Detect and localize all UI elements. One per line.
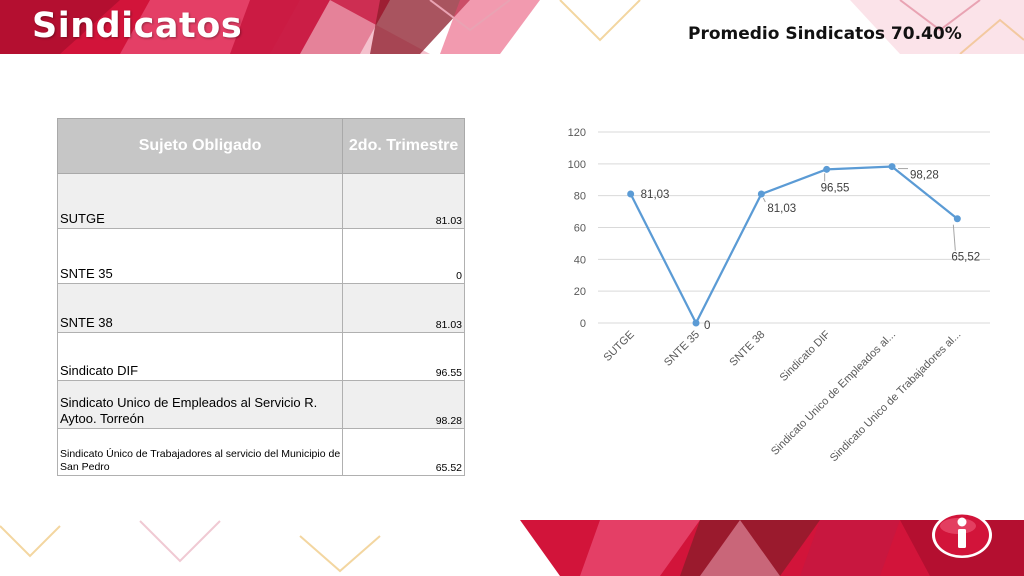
header-banner (0, 0, 1024, 54)
x-tick-label: SNTE 38 (727, 329, 767, 369)
data-labels: 81,03 0 81,03 96,55 98,28 65,52 (641, 168, 980, 332)
data-label: 0 (704, 320, 710, 332)
table-row: Sindicato Único de Trabajadores al servi… (56, 428, 465, 476)
data-label: 96,55 (821, 182, 850, 194)
x-tick-label: Sindicato Unico de Empleados al... (769, 329, 898, 458)
info-i-icon (932, 512, 992, 558)
series-line (629, 165, 959, 325)
row-name: SNTE 38 (56, 283, 344, 333)
table-header-row: Sujeto Obligado 2do. Trimestre (56, 118, 465, 174)
chart-gridlines (598, 131, 990, 324)
y-tick-label: 80 (574, 191, 586, 203)
row-value: 65.52 (342, 428, 465, 476)
y-tick-label: 60 (574, 223, 586, 235)
table-row: SUTGE 81.03 (56, 173, 465, 229)
data-point (953, 215, 961, 223)
x-tick-label: SUTGE (601, 329, 636, 364)
data-point (888, 163, 896, 171)
data-point (692, 319, 700, 327)
footer-banner (0, 516, 1024, 576)
data-table: Sujeto Obligado 2do. Trimestre SUTGE 81.… (56, 118, 465, 476)
x-tick-label: Sindicato Unico de Trabajadores al... (828, 329, 964, 465)
data-label: 81,03 (767, 203, 796, 215)
data-label: 65,52 (951, 252, 980, 264)
data-label: 98,28 (910, 170, 939, 182)
x-axis-ticks: SUTGE SNTE 35 SNTE 38 Sindicato DIFSindicat… (601, 328, 963, 464)
row-value: 81.03 (342, 283, 465, 333)
row-value: 0 (342, 228, 465, 284)
x-tick-label: Sindicato DIF (778, 328, 833, 383)
column-header-quarter: 2do. Trimestre (342, 118, 465, 174)
data-point (627, 190, 635, 198)
data-point (823, 165, 831, 173)
x-tick-label: SNTE 35 (662, 329, 702, 369)
y-tick-label: 20 (574, 286, 586, 298)
table-row: Sindicato Unico de Empleados al Servicio… (56, 380, 465, 429)
row-value: 98.28 (342, 380, 465, 429)
row-name: Sindicato Unico de Empleados al Servicio… (56, 380, 344, 429)
series-points (627, 163, 961, 327)
slide-title: Sindicatos (32, 6, 243, 46)
series-line-path (629, 165, 959, 325)
leader-line (762, 197, 766, 203)
data-point (757, 190, 765, 198)
row-name: SUTGE (56, 173, 344, 229)
column-header-subject: Sujeto Obligado (56, 118, 344, 174)
table-row: Sindicato DIF 96.55 (56, 332, 465, 381)
row-name: SNTE 35 (56, 228, 344, 284)
y-tick-label: 0 (580, 318, 586, 330)
table-row: SNTE 35 0 (56, 228, 465, 284)
y-axis-ticks: 0 20 40 60 80 100 120 (568, 127, 586, 330)
row-value: 96.55 (342, 332, 465, 381)
y-tick-label: 40 (574, 254, 586, 266)
row-name: Sindicato DIF (56, 332, 344, 381)
row-value: 81.03 (342, 173, 465, 229)
leader-line (952, 224, 956, 251)
header-pattern (0, 0, 1024, 54)
footer-pattern (0, 520, 1024, 576)
y-tick-label: 120 (568, 127, 586, 139)
average-title: Promedio Sindicatos 70.40% (688, 24, 962, 44)
y-tick-label: 100 (568, 159, 586, 171)
table-row: SNTE 38 81.03 (56, 283, 465, 333)
data-label: 81,03 (641, 189, 670, 201)
row-name: Sindicato Único de Trabajadores al servi… (56, 428, 344, 476)
